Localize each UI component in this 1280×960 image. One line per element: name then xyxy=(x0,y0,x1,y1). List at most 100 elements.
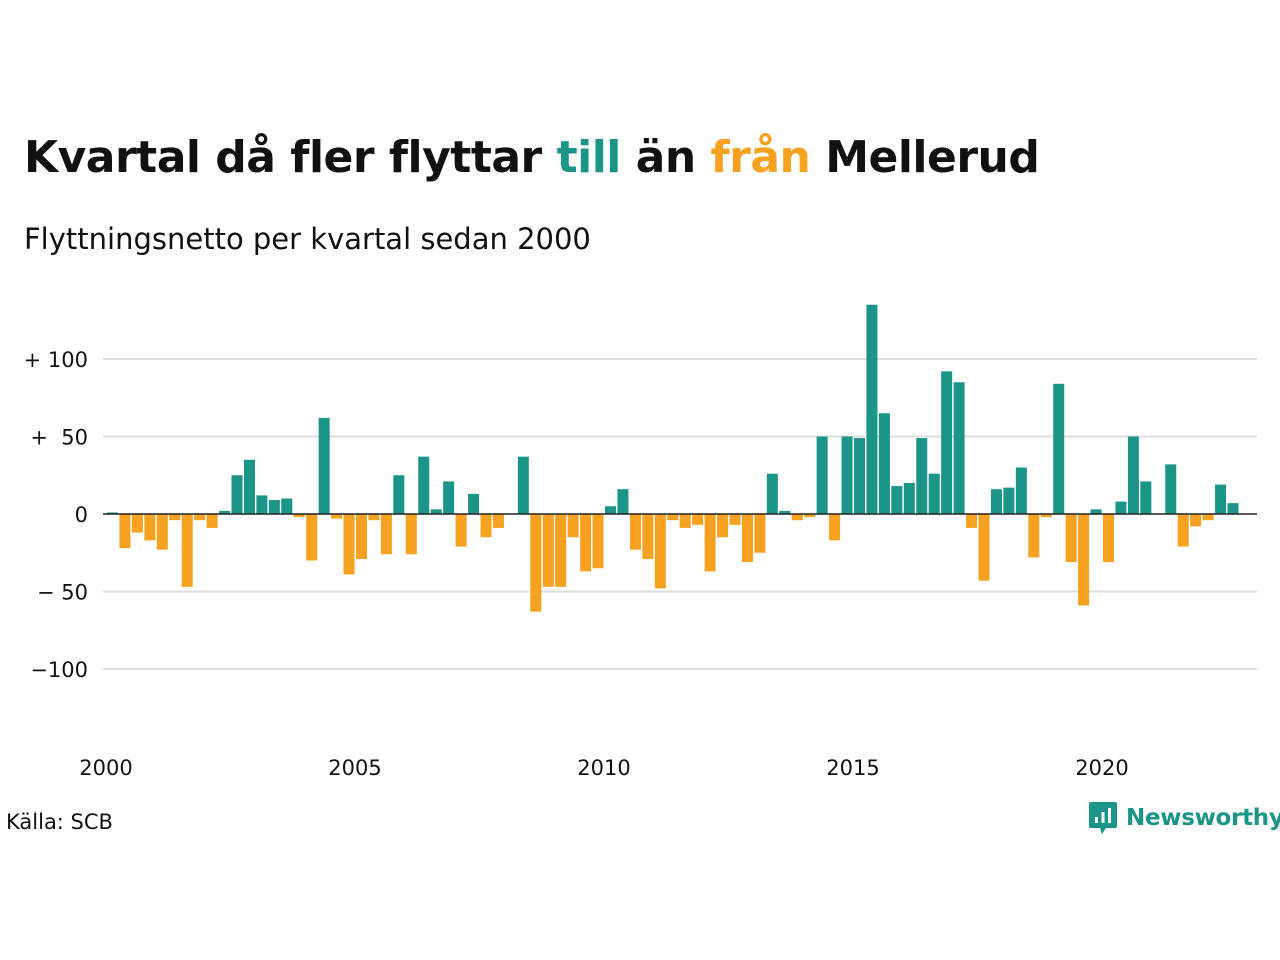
bar xyxy=(368,514,380,521)
bar xyxy=(1115,501,1127,514)
bar xyxy=(455,514,467,547)
bar xyxy=(1165,464,1177,514)
x-tick-label: 2000 xyxy=(79,756,132,780)
bar xyxy=(293,514,305,518)
bar xyxy=(119,514,131,549)
bar xyxy=(903,483,915,514)
bar xyxy=(169,514,181,521)
title-part-1: Kvartal då fler flyttar xyxy=(24,132,557,183)
bar xyxy=(990,489,1002,514)
bar xyxy=(1003,487,1015,514)
chart-title: Kvartal då fler flyttar till än från Mel… xyxy=(24,132,1040,183)
bar xyxy=(306,514,318,561)
bar xyxy=(580,514,592,572)
bar xyxy=(1140,481,1152,514)
brand-name: Newsworthy xyxy=(1126,805,1280,831)
y-tick-label: − 50 xyxy=(37,581,88,605)
bar xyxy=(1078,514,1090,606)
bar xyxy=(605,506,616,514)
x-tick-label: 2015 xyxy=(826,756,879,780)
bar xyxy=(480,514,492,538)
bar xyxy=(430,509,442,514)
bar xyxy=(418,456,430,514)
bar xyxy=(393,475,405,514)
bar xyxy=(1090,509,1102,514)
bar xyxy=(331,514,343,519)
bar xyxy=(542,514,554,587)
bar xyxy=(717,514,729,538)
bar xyxy=(219,510,231,514)
bar xyxy=(530,514,542,612)
bar xyxy=(617,489,629,514)
bar xyxy=(405,514,417,555)
bar xyxy=(1190,514,1202,527)
bar xyxy=(729,514,741,525)
bar xyxy=(1202,514,1214,521)
bar xyxy=(380,514,392,555)
bar xyxy=(878,413,890,514)
bar xyxy=(181,514,193,587)
bars xyxy=(107,304,1239,612)
bar xyxy=(966,514,978,528)
bar xyxy=(492,514,504,528)
bar xyxy=(941,371,953,514)
bar xyxy=(629,514,641,550)
bar-chart: + 100 + 50 0 − 50 −100 2000 2005 2010 2015 2020 xyxy=(24,304,1257,780)
bar xyxy=(356,514,367,559)
y-tick-label: + 50 xyxy=(30,426,88,450)
bar xyxy=(829,514,841,541)
bar xyxy=(443,481,455,514)
brand-logo: Newsworthy xyxy=(1088,800,1280,836)
bar xyxy=(343,514,355,575)
y-axis-labels: + 100 + 50 0 − 50 −100 xyxy=(24,348,88,682)
bar xyxy=(916,438,928,514)
bar xyxy=(256,495,268,514)
bar xyxy=(854,438,865,514)
y-tick-label: 0 xyxy=(75,503,88,527)
bar xyxy=(131,514,143,533)
title-part-2: än xyxy=(620,132,711,183)
bar xyxy=(841,436,853,514)
bar xyxy=(642,514,654,559)
bar xyxy=(206,514,218,528)
bar xyxy=(231,475,243,514)
y-tick-label: −100 xyxy=(30,658,88,682)
bar xyxy=(281,498,293,514)
source-note: Källa: SCB xyxy=(6,810,113,834)
bar xyxy=(1103,514,1114,563)
bar xyxy=(592,514,604,569)
bar xyxy=(704,514,716,572)
title-fran-highlight: från xyxy=(710,132,811,183)
bar xyxy=(243,459,255,514)
bar xyxy=(1127,436,1139,514)
bar xyxy=(318,417,330,514)
bar xyxy=(1053,383,1065,514)
bar xyxy=(866,304,878,514)
bar xyxy=(779,510,791,514)
bar xyxy=(156,514,168,550)
bar xyxy=(953,382,965,514)
bar xyxy=(1065,514,1077,563)
y-tick-label: + 100 xyxy=(24,348,88,372)
bar xyxy=(1028,514,1040,558)
bar xyxy=(1177,514,1189,547)
x-tick-label: 2010 xyxy=(577,756,630,780)
bar xyxy=(1215,484,1227,514)
bar xyxy=(1227,503,1239,514)
bar xyxy=(268,500,280,514)
chart-subtitle: Flyttningsnetto per kvartal sedan 2000 xyxy=(24,222,591,256)
bar xyxy=(468,493,480,514)
newsworthy-logo-icon xyxy=(1089,802,1117,834)
bar xyxy=(741,514,753,563)
bar xyxy=(667,514,679,521)
x-tick-label: 2020 xyxy=(1075,756,1128,780)
title-till-highlight: till xyxy=(556,132,622,183)
bar xyxy=(1015,467,1027,514)
bar xyxy=(978,514,990,581)
bar xyxy=(555,514,567,587)
x-tick-label: 2005 xyxy=(328,756,381,780)
bar xyxy=(891,486,903,514)
x-axis-labels: 2000 2005 2010 2015 2020 xyxy=(79,756,1128,780)
bar xyxy=(517,456,529,514)
bar xyxy=(816,436,828,514)
